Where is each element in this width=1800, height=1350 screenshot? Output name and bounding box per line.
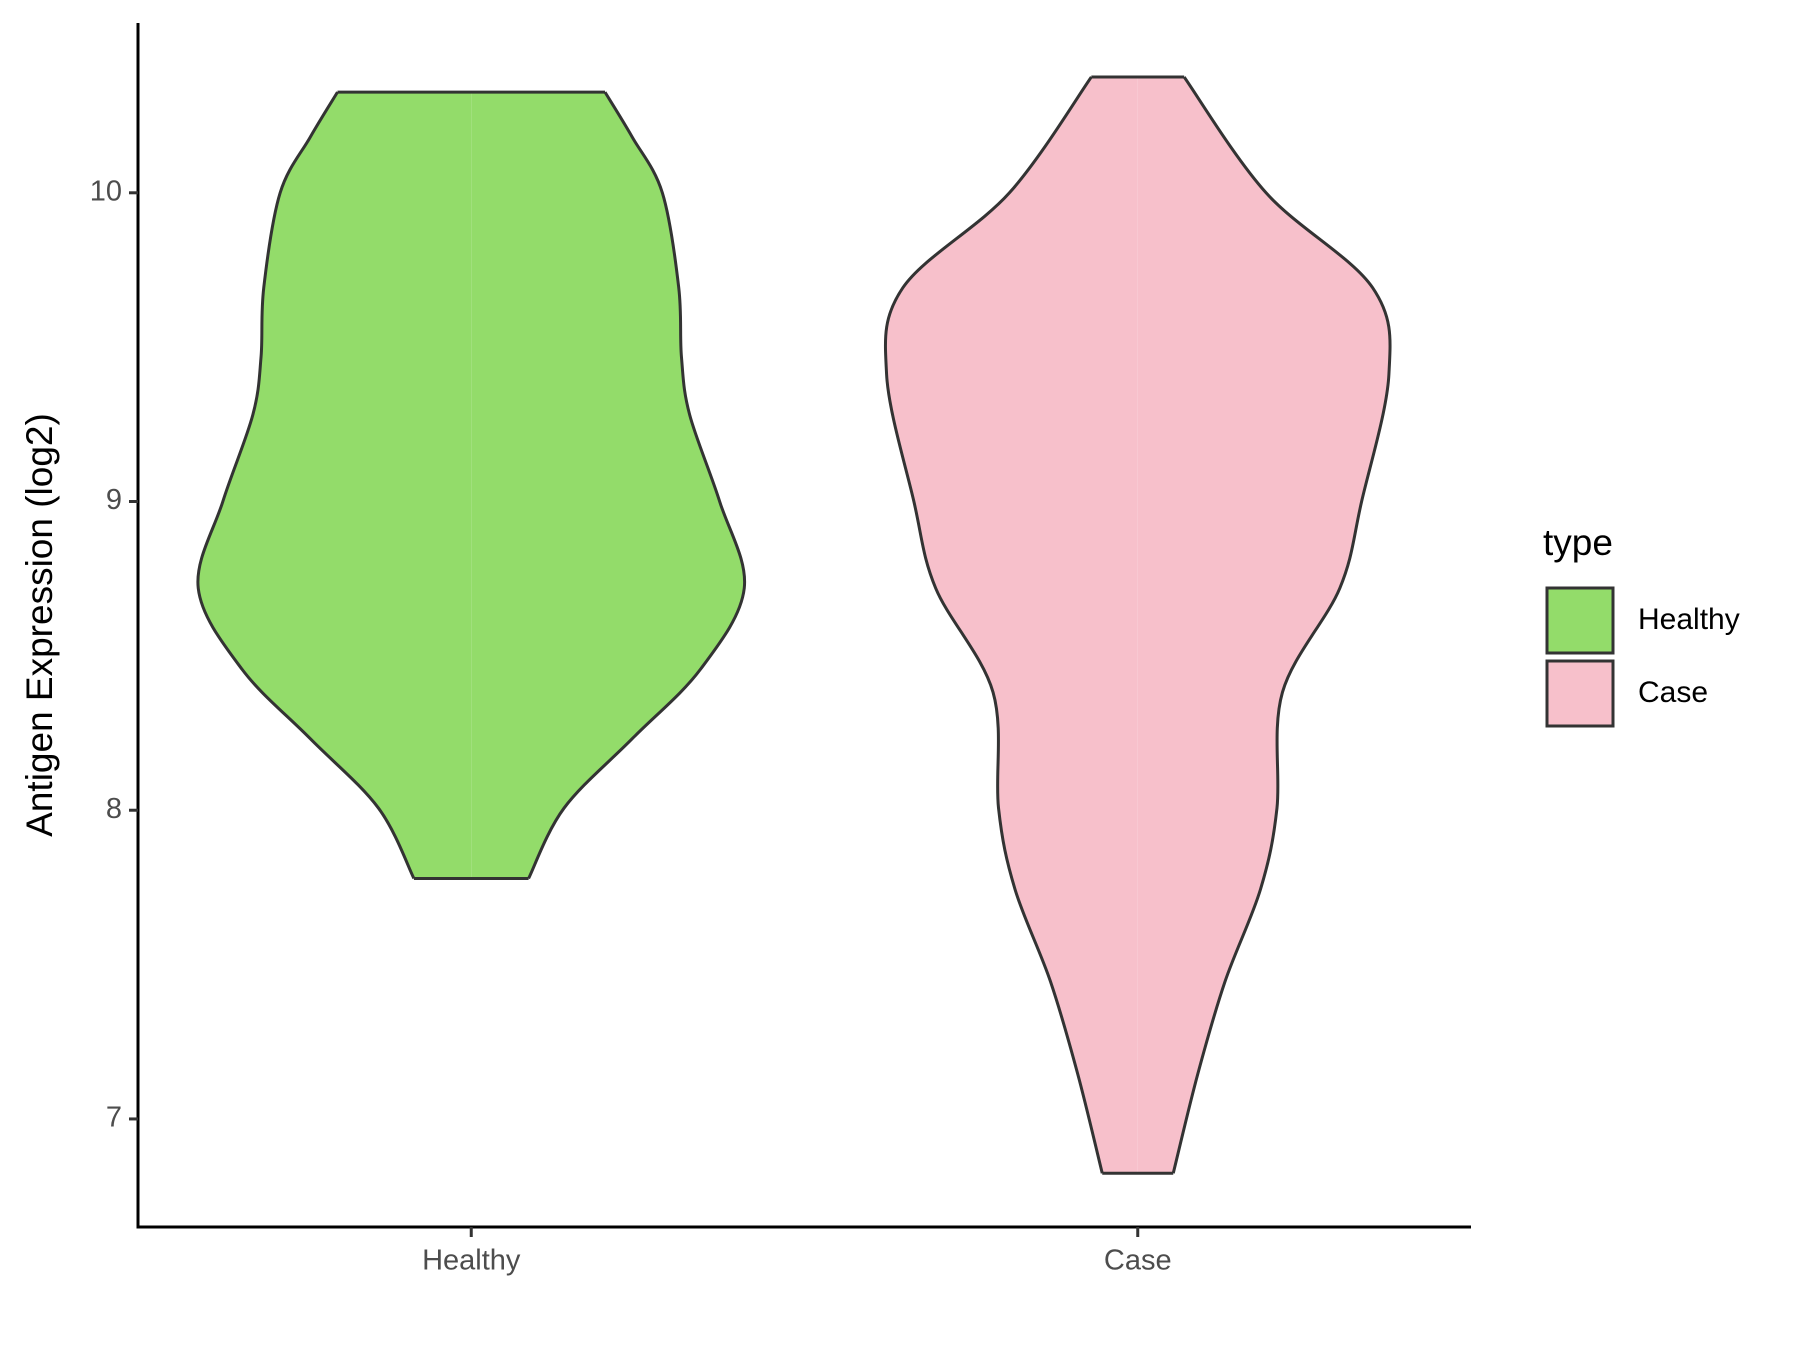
y-tick-label: 10 <box>90 175 122 207</box>
violin-half <box>197 92 472 879</box>
violin-outline <box>527 91 747 880</box>
violin-outline <box>1171 76 1392 1174</box>
y-tick-label: 9 <box>106 484 122 516</box>
violin-half <box>1137 77 1391 1174</box>
violin-half <box>471 92 745 879</box>
y-axis-title: Antigen Expression (log2) <box>19 413 60 837</box>
violin-outline <box>883 76 1104 1174</box>
legend-title: type <box>1543 522 1613 563</box>
x-tick-label: Healthy <box>422 1245 521 1277</box>
legend-label: Case <box>1638 676 1708 709</box>
violin-outline <box>196 91 416 880</box>
violin-half <box>885 77 1138 1174</box>
y-tick-label: 7 <box>106 1102 122 1134</box>
legend-swatch <box>1545 659 1615 728</box>
legend-label: Healthy <box>1638 603 1740 636</box>
legend-swatch <box>1545 586 1615 655</box>
y-tick-label: 8 <box>106 793 122 825</box>
x-tick-label: Case <box>1104 1245 1172 1277</box>
